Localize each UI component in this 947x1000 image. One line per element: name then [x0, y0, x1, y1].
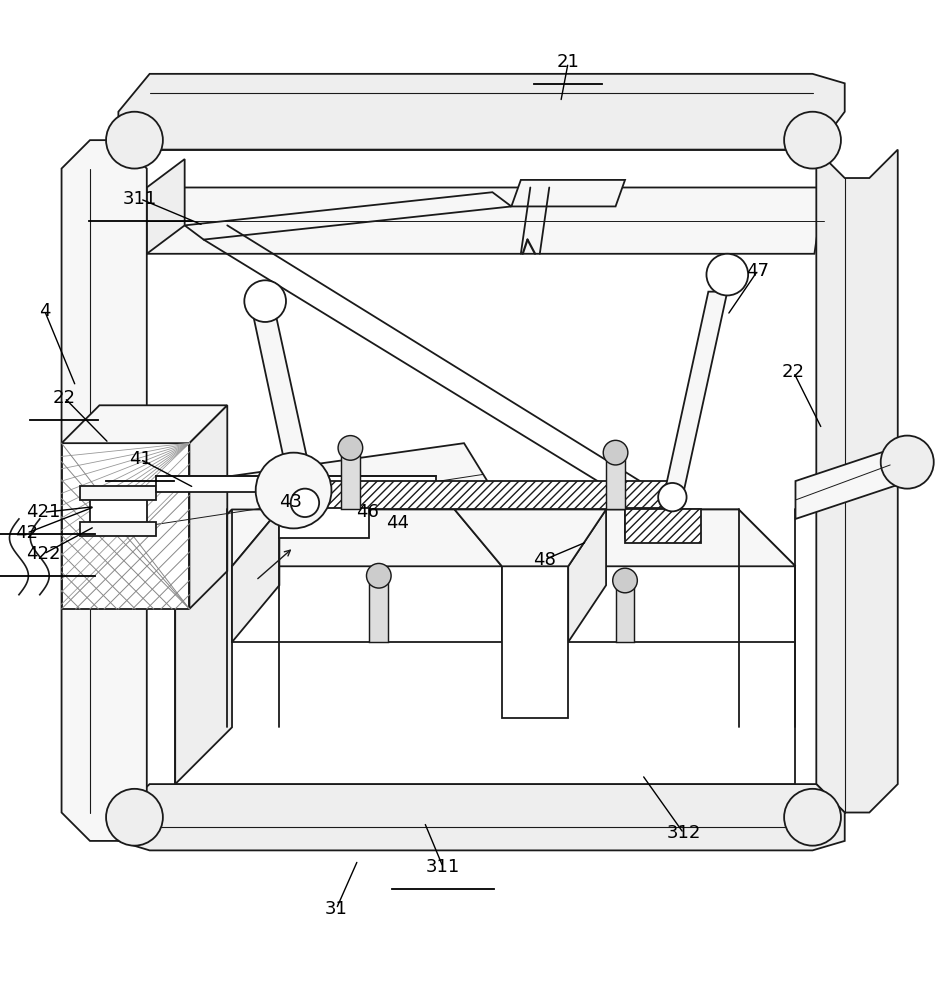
Circle shape	[784, 112, 841, 169]
Circle shape	[256, 453, 331, 528]
Text: 46: 46	[356, 503, 379, 521]
Polygon shape	[232, 509, 279, 642]
Polygon shape	[795, 443, 909, 519]
Polygon shape	[254, 318, 317, 505]
Polygon shape	[616, 580, 634, 642]
Circle shape	[603, 440, 628, 465]
Text: 422: 422	[27, 545, 61, 563]
Text: 421: 421	[27, 503, 61, 521]
Text: 22: 22	[782, 363, 805, 381]
Text: 312: 312	[667, 824, 701, 842]
Text: 44: 44	[386, 514, 409, 532]
Polygon shape	[568, 509, 606, 642]
Polygon shape	[80, 522, 156, 536]
Polygon shape	[80, 486, 156, 500]
Circle shape	[244, 280, 286, 322]
Text: 43: 43	[279, 493, 302, 511]
Polygon shape	[175, 509, 795, 566]
Polygon shape	[90, 491, 147, 530]
Circle shape	[366, 563, 391, 588]
Polygon shape	[502, 566, 568, 718]
Polygon shape	[663, 292, 727, 500]
Text: 41: 41	[129, 450, 152, 468]
Circle shape	[881, 436, 934, 489]
Polygon shape	[625, 508, 682, 538]
Text: 21: 21	[557, 53, 580, 71]
Text: 311: 311	[123, 190, 157, 208]
Text: 4: 4	[39, 302, 50, 320]
Polygon shape	[118, 74, 845, 150]
Polygon shape	[369, 576, 388, 642]
Polygon shape	[62, 140, 147, 841]
Circle shape	[784, 789, 841, 846]
Polygon shape	[625, 509, 701, 543]
Polygon shape	[341, 448, 360, 509]
Polygon shape	[455, 509, 606, 566]
Polygon shape	[175, 509, 232, 784]
Polygon shape	[606, 453, 625, 509]
Polygon shape	[279, 481, 682, 509]
Circle shape	[106, 789, 163, 846]
Polygon shape	[62, 443, 502, 566]
Polygon shape	[62, 443, 189, 609]
Polygon shape	[175, 566, 795, 784]
Text: 22: 22	[53, 389, 76, 407]
Polygon shape	[118, 784, 845, 850]
Polygon shape	[568, 509, 795, 566]
Circle shape	[706, 254, 748, 295]
Polygon shape	[816, 150, 898, 813]
Polygon shape	[511, 180, 625, 206]
Text: 311: 311	[426, 858, 460, 876]
Polygon shape	[189, 405, 227, 609]
Text: 47: 47	[746, 262, 769, 280]
Polygon shape	[147, 187, 824, 254]
Text: 42: 42	[15, 524, 38, 542]
Circle shape	[106, 112, 163, 169]
Polygon shape	[232, 566, 502, 642]
Polygon shape	[279, 508, 369, 538]
Polygon shape	[147, 159, 185, 254]
Circle shape	[338, 436, 363, 460]
Text: 31: 31	[325, 900, 348, 918]
Circle shape	[613, 568, 637, 593]
Text: 48: 48	[533, 551, 556, 569]
Polygon shape	[232, 509, 502, 566]
Polygon shape	[568, 566, 795, 642]
Polygon shape	[62, 405, 227, 443]
Circle shape	[291, 489, 319, 517]
Circle shape	[658, 483, 687, 511]
Polygon shape	[156, 476, 436, 492]
Polygon shape	[185, 192, 511, 240]
